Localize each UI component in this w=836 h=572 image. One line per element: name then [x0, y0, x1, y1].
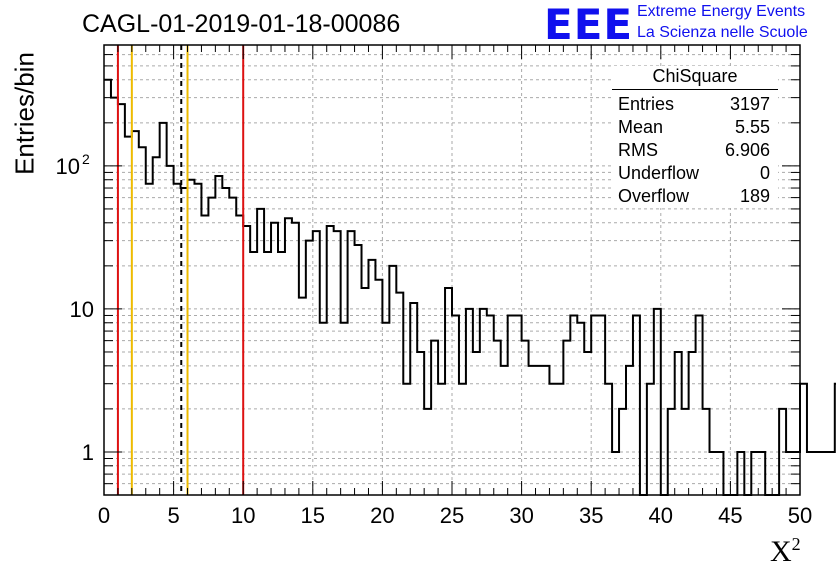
stats-value: 0 — [759, 163, 770, 183]
y-axis-label: Entries/bin — [9, 52, 40, 175]
eee-tagline-1: Extreme Energy Events — [637, 3, 806, 20]
stats-row: Entries 3197 — [612, 93, 778, 116]
x-tick-label: 5 — [167, 503, 179, 528]
stats-value: 189 — [739, 186, 770, 206]
x-tick-label: 35 — [579, 503, 603, 528]
x-axis-label-sup: 2 — [791, 534, 801, 554]
eee-logo: EEE — [544, 0, 634, 49]
x-tick-label: 10 — [231, 503, 255, 528]
stats-row: Overflow 189 — [612, 185, 778, 208]
stats-label: RMS — [618, 140, 658, 160]
x-tick-label: 40 — [649, 503, 673, 528]
x-tick-label: 20 — [370, 503, 394, 528]
stats-label: Entries — [618, 94, 675, 114]
run-title: CAGL-01-2019-01-18-00086 — [82, 10, 401, 38]
stats-label: Overflow — [618, 186, 690, 206]
x-tick-label: 0 — [98, 503, 110, 528]
eee-tagline-2: La Scienza nelle Scuole — [637, 24, 808, 41]
y-tick-label-sup: 2 — [82, 151, 90, 167]
x-tick-label: 45 — [718, 503, 742, 528]
y-tick-label: 10 — [56, 154, 80, 179]
stats-value: 5.55 — [734, 117, 770, 137]
stats-row: RMS 6.906 — [612, 139, 778, 162]
stats-row: Mean 5.55 — [612, 116, 778, 139]
x-tick-label: 15 — [301, 503, 325, 528]
stats-value: 6.906 — [724, 140, 770, 160]
stats-label: Underflow — [618, 163, 700, 183]
x-axis-label: X2 — [770, 534, 801, 569]
stats-value: 3197 — [729, 94, 770, 114]
y-tick-label: 10 — [70, 297, 94, 322]
stats-row: Underflow 0 — [612, 162, 778, 185]
x-tick-label: 30 — [509, 503, 533, 528]
y-tick-label: 1 — [82, 440, 94, 465]
x-tick-label: 25 — [440, 503, 464, 528]
stats-box: ChiSquare Entries 3197 Mean 5.55 RMS 6.906 … — [612, 66, 778, 208]
stats-label: Mean — [618, 117, 664, 137]
x-tick-label: 50 — [788, 503, 812, 528]
x-axis-label-base: X — [770, 535, 792, 568]
stats-title: ChiSquare — [612, 66, 778, 90]
